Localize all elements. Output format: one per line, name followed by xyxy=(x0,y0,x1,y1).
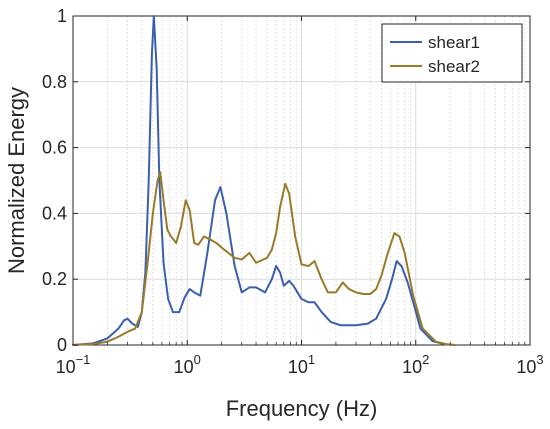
x-tick-exponent: 2 xyxy=(422,352,429,367)
x-tick-label: 101 xyxy=(288,352,315,377)
x-tick-base: 10 xyxy=(516,357,536,377)
x-tick-base: 10 xyxy=(56,357,76,377)
y-tick-label: 0.2 xyxy=(42,269,67,289)
x-tick-label: 100 xyxy=(174,352,201,377)
y-axis-label: Normalized Energy xyxy=(4,87,29,274)
legend-label-shear2: shear2 xyxy=(428,57,480,76)
y-tick-label: 1 xyxy=(57,6,67,26)
x-tick-exponent: 0 xyxy=(194,352,201,367)
y-tick-label: 0.8 xyxy=(42,72,67,92)
x-tick-base: 10 xyxy=(174,357,194,377)
x-axis-label: Frequency (Hz) xyxy=(226,396,378,421)
x-tick-label: 10−1 xyxy=(56,352,91,377)
series-line-shear2 xyxy=(72,171,456,346)
x-tick-exponent: −1 xyxy=(76,352,91,367)
legend-box xyxy=(381,23,523,83)
legend-label-shear1: shear1 xyxy=(428,33,480,52)
y-tick-label: 0.4 xyxy=(42,203,67,223)
x-tick-base: 10 xyxy=(402,357,422,377)
series-group xyxy=(72,15,456,346)
y-tick-label: 0 xyxy=(57,335,67,355)
y-tick-label: 0.6 xyxy=(42,138,67,158)
x-tick-exponent: 3 xyxy=(536,352,543,367)
legend: shear1 shear2 xyxy=(381,23,523,83)
x-tick-base: 10 xyxy=(288,357,308,377)
series-line-shear1 xyxy=(72,15,456,346)
x-tick-label: 102 xyxy=(402,352,429,377)
x-tick-label: 103 xyxy=(516,352,543,377)
x-tick-exponent: 1 xyxy=(308,352,315,367)
